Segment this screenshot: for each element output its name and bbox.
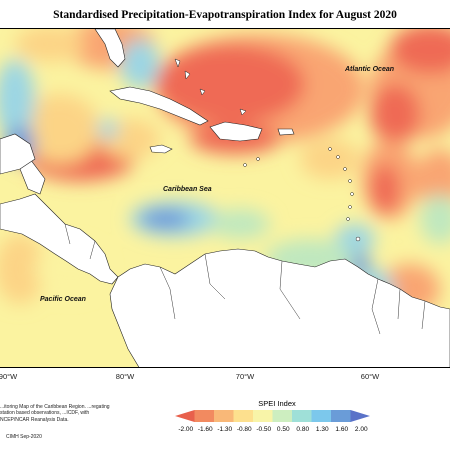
legend-tick-label: -1.60 xyxy=(197,426,213,433)
legend-tick-label: 1.60 xyxy=(335,426,349,433)
spei-map: Atlantic Ocean Caribbean Sea Pacific Oce… xyxy=(0,28,450,368)
legend-colorbar xyxy=(175,410,370,422)
legend-color-swatch xyxy=(214,410,234,422)
spei-field xyxy=(0,29,450,329)
legend-color-swatch xyxy=(292,410,312,422)
land-masses xyxy=(0,29,450,367)
legend-color-swatch xyxy=(272,410,293,422)
legend-tick-label: 0.50 xyxy=(276,426,290,433)
legend-tick-label: -1.30 xyxy=(217,426,233,433)
caribbean-sea-label: Caribbean Sea xyxy=(163,186,212,193)
legend-tick-label: 1.30 xyxy=(315,426,329,433)
map-canvas: Atlantic Ocean Caribbean Sea Pacific Oce… xyxy=(0,29,450,367)
country-borders xyxy=(64,223,426,335)
legend-color-swatch xyxy=(175,410,195,422)
longitude-tick: 90°W xyxy=(0,372,18,381)
longitude-tick: 60°W xyxy=(360,372,380,381)
legend-color-swatch xyxy=(331,410,351,422)
longitude-tick: 70°W xyxy=(235,372,255,381)
island-chain xyxy=(174,58,361,242)
legend-tick-label: -0.80 xyxy=(236,426,252,433)
map-title: Standardised Precipitation-Evapotranspir… xyxy=(53,9,397,21)
pacific-ocean-label: Pacific Ocean xyxy=(40,296,86,303)
legend-color-swatch xyxy=(233,410,254,422)
legend-color-swatch xyxy=(311,410,332,422)
legend-tick-label: 2.00 xyxy=(354,426,368,433)
footer-note: ...itoring Map of the Caribbean Region. … xyxy=(0,404,110,423)
legend-tick-label: -0.50 xyxy=(256,426,272,433)
atlantic-ocean-label: Atlantic Ocean xyxy=(344,66,394,73)
legend-tick-label: 0.80 xyxy=(296,426,310,433)
legend-tick-label: -2.00 xyxy=(178,426,194,433)
legend-title: SPEI Index xyxy=(258,399,296,408)
legend-color-swatch xyxy=(194,410,215,422)
legend-color-swatch xyxy=(350,410,370,422)
credit: CIMH Sep-2020 xyxy=(6,434,42,440)
legend-color-swatch xyxy=(253,410,273,422)
longitude-tick: 80°W xyxy=(115,372,135,381)
